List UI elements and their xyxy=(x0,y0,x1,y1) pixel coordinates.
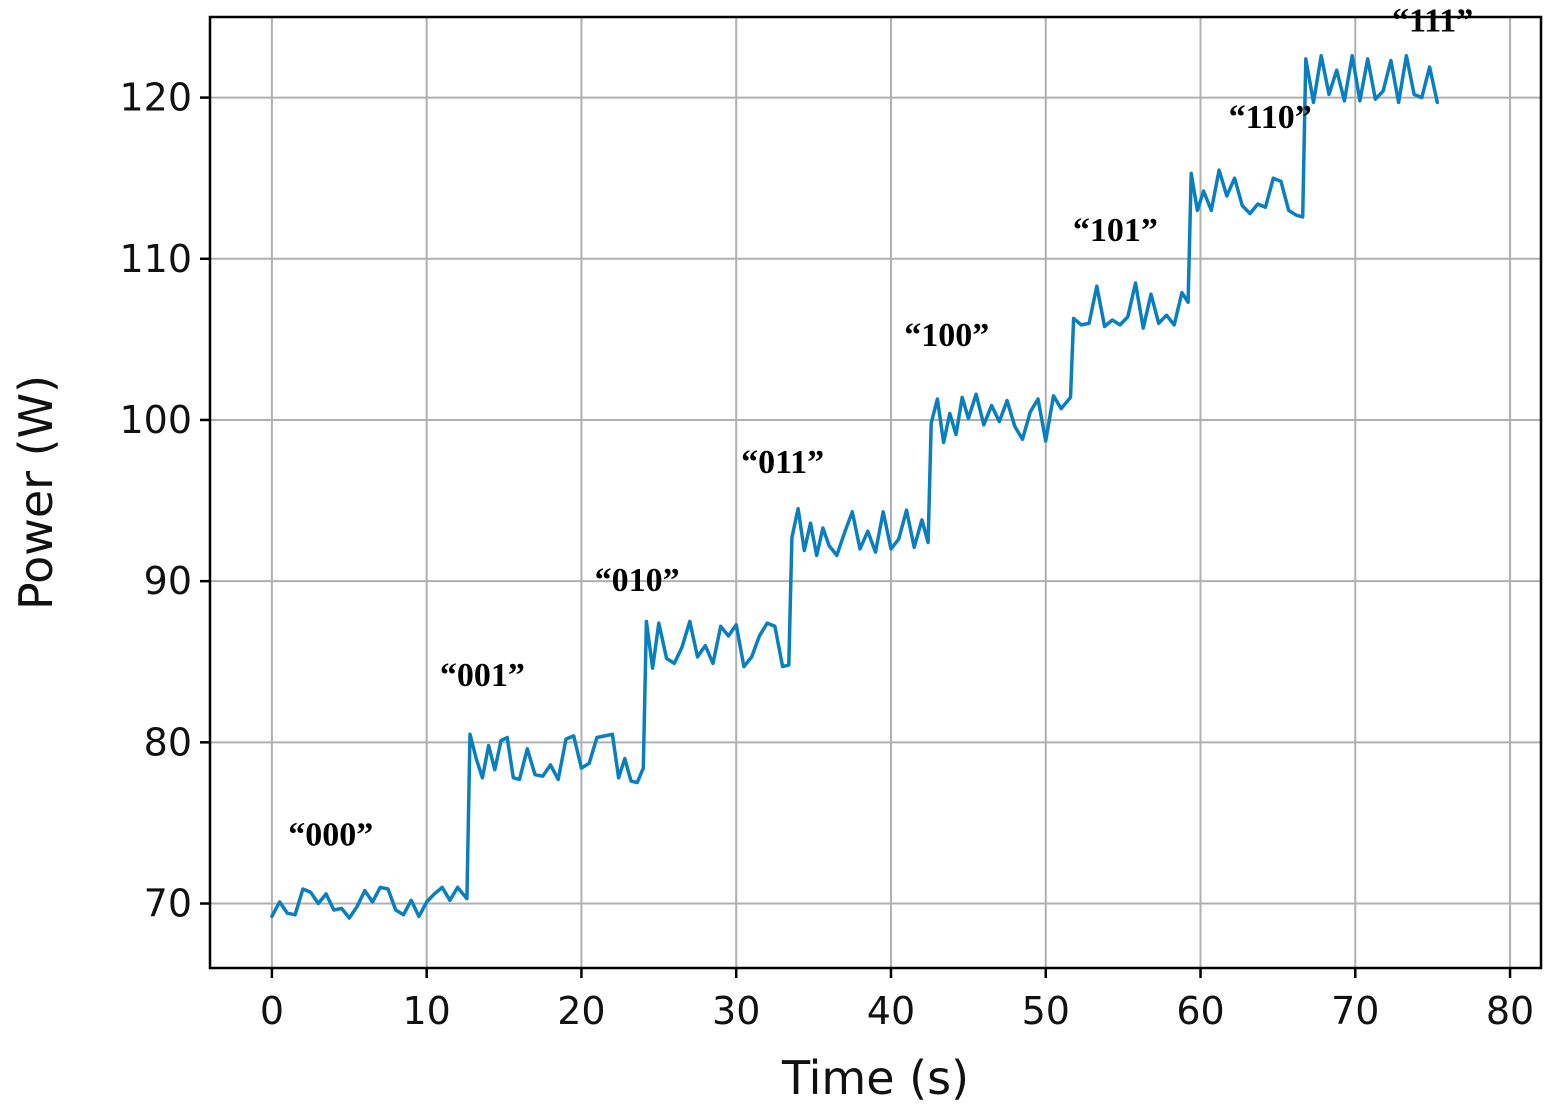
y-tick-label: 120 xyxy=(119,76,192,120)
state-annotation: “100” xyxy=(904,317,989,354)
state-annotation: “110” xyxy=(1229,99,1312,136)
x-tick-label: 20 xyxy=(557,989,605,1033)
x-tick-label: 10 xyxy=(402,989,450,1033)
state-annotation: “011” xyxy=(741,444,824,481)
plot-frame xyxy=(208,15,1543,970)
axis-ticks: 0 10 20 30 40 50 60 70 80 70 80 90 100 110 120 xyxy=(119,76,1534,1033)
x-axis-label: Time (s) xyxy=(781,1051,969,1105)
state-annotation: “010” xyxy=(595,562,680,599)
x-tick-label: 60 xyxy=(1176,989,1224,1033)
state-annotation: “001” xyxy=(440,657,525,694)
state-annotation: “111” xyxy=(1392,3,1473,40)
y-tick-label: 70 xyxy=(144,882,192,926)
y-tick-label: 100 xyxy=(119,398,192,442)
x-tick-label: 50 xyxy=(1022,989,1070,1033)
x-tick-label: 0 xyxy=(260,989,284,1033)
state-annotation: “000” xyxy=(288,816,373,853)
x-tick-label: 40 xyxy=(867,989,915,1033)
x-tick-label: 70 xyxy=(1331,989,1379,1033)
y-axis-label: Power (W) xyxy=(9,375,63,610)
annotations: “000” “001” “010” “011” “100” “101” “110” “111” xyxy=(288,3,1473,854)
power-series-line xyxy=(270,53,1440,920)
grid-lines xyxy=(210,17,1541,968)
y-tick-label: 90 xyxy=(144,559,192,603)
y-tick-label: 80 xyxy=(144,720,192,764)
x-tick-label: 30 xyxy=(712,989,760,1033)
x-tick-label: 80 xyxy=(1486,989,1534,1033)
state-annotation: “101” xyxy=(1073,212,1158,249)
y-tick-label: 110 xyxy=(119,237,192,281)
